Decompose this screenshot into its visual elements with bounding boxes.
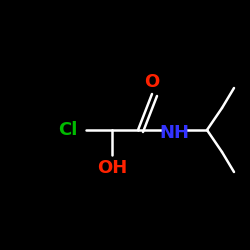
Text: Cl: Cl (58, 121, 78, 139)
Text: OH: OH (97, 159, 127, 177)
Text: O: O (144, 73, 160, 91)
Text: NH: NH (159, 124, 189, 142)
